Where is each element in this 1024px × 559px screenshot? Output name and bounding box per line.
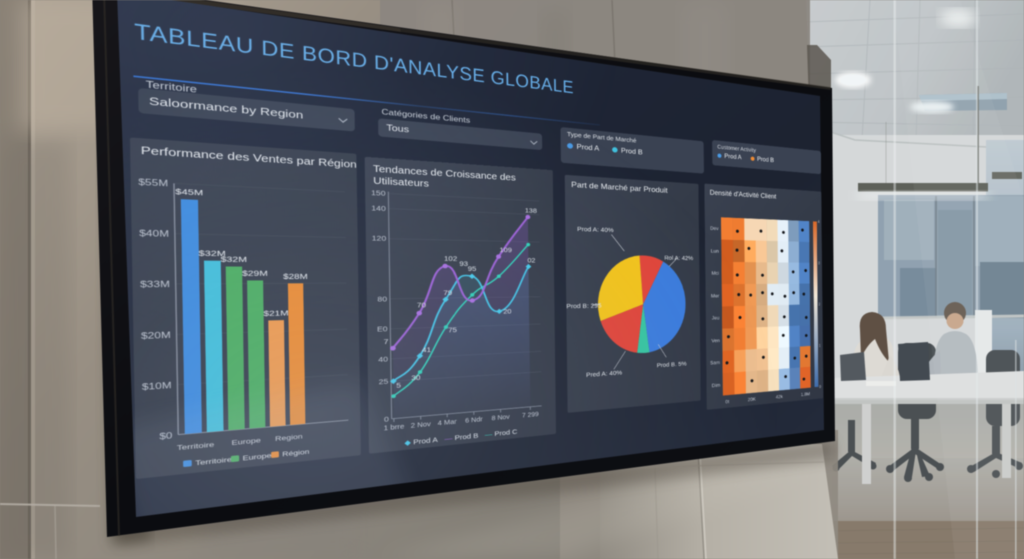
svg-text:Region: Region [275, 433, 303, 443]
svg-text:Sam: Sam [710, 360, 720, 366]
svg-text:3: 3 [818, 262, 820, 266]
svg-text:25: 25 [379, 378, 389, 387]
svg-text:E0: E0 [377, 325, 388, 333]
svg-text:$55M: $55M [138, 178, 168, 189]
svg-text:7: 7 [384, 338, 389, 346]
svg-text:$10M: $10M [142, 381, 172, 392]
svg-text:Prod B. 5%: Prod B. 5% [657, 360, 687, 369]
svg-text:Région: Région [282, 448, 309, 459]
svg-text:Territoire: Territoire [177, 441, 215, 453]
svg-text:2 Nov: 2 Nov [411, 421, 431, 430]
svg-text:79: 79 [443, 289, 452, 297]
svg-text:80: 80 [377, 295, 387, 303]
svg-text:95: 95 [468, 265, 477, 273]
svg-text:20: 20 [503, 308, 511, 316]
svg-text:41: 41 [422, 346, 431, 354]
svg-text:$33M: $33M [140, 280, 170, 289]
svg-text:5: 5 [396, 381, 401, 389]
svg-text:Europe: Europe [242, 452, 271, 463]
svg-text:Jeu: Jeu [712, 315, 720, 321]
svg-text:$40M: $40M [139, 229, 169, 239]
svg-text:Territoire: Territoire [195, 456, 232, 468]
svg-text:6 Ndr: 6 Ndr [465, 416, 483, 425]
svg-text:Dev: Dev [710, 225, 719, 231]
svg-text:Europe: Europe [231, 437, 260, 448]
svg-text:102: 102 [444, 255, 457, 263]
svg-text:$28M: $28M [283, 272, 308, 281]
svg-text:Prod A: 40%: Prod A: 40% [577, 226, 614, 234]
svg-text:1: 1 [819, 344, 821, 348]
svg-text:02: 02 [527, 257, 535, 264]
svg-text:Mci: Mci [712, 270, 719, 275]
svg-text:4: 4 [818, 220, 820, 224]
svg-text:$20M: $20M [141, 331, 171, 341]
svg-text:0: 0 [384, 415, 389, 424]
svg-text:109: 109 [499, 246, 512, 254]
svg-text:40: 40 [378, 355, 388, 364]
svg-text:4 Mar: 4 Mar [438, 418, 458, 427]
svg-text:Ven: Ven [711, 338, 719, 344]
svg-text:Lun: Lun [711, 248, 719, 254]
svg-text:$29M: $29M [242, 269, 268, 278]
svg-text:138: 138 [525, 207, 537, 215]
svg-text:$45M: $45M [175, 187, 203, 197]
svg-text:Pred A: 40%: Pred A: 40% [586, 369, 622, 378]
svg-text:1.8M: 1.8M [801, 391, 810, 397]
svg-text:$21M: $21M [263, 309, 288, 318]
svg-text:0t: 0t [725, 399, 729, 405]
svg-text:Rol A: 42%: Rol A: 42% [664, 255, 693, 262]
svg-text:30: 30 [411, 374, 420, 383]
svg-text:120: 120 [372, 234, 387, 242]
svg-text:$32M: $32M [220, 255, 247, 264]
svg-text:8 Nov: 8 Nov [492, 414, 510, 423]
svg-text:0: 0 [819, 385, 821, 389]
svg-text:42k: 42k [776, 394, 783, 400]
svg-text:140: 140 [371, 204, 386, 213]
svg-text:Dim: Dim [712, 382, 721, 388]
svg-text:$0: $0 [159, 431, 172, 441]
svg-text:2: 2 [818, 303, 820, 307]
svg-text:Mer: Mer [711, 293, 719, 299]
svg-text:70: 70 [417, 301, 426, 309]
svg-text:20K: 20K [748, 396, 756, 402]
svg-text:75: 75 [448, 326, 457, 334]
svg-text:150: 150 [371, 189, 386, 198]
svg-text:Prod B: 295: Prod B: 295 [566, 302, 601, 310]
svg-text:1 brre: 1 brre [384, 423, 405, 432]
svg-text:7 299: 7 299 [522, 411, 539, 419]
